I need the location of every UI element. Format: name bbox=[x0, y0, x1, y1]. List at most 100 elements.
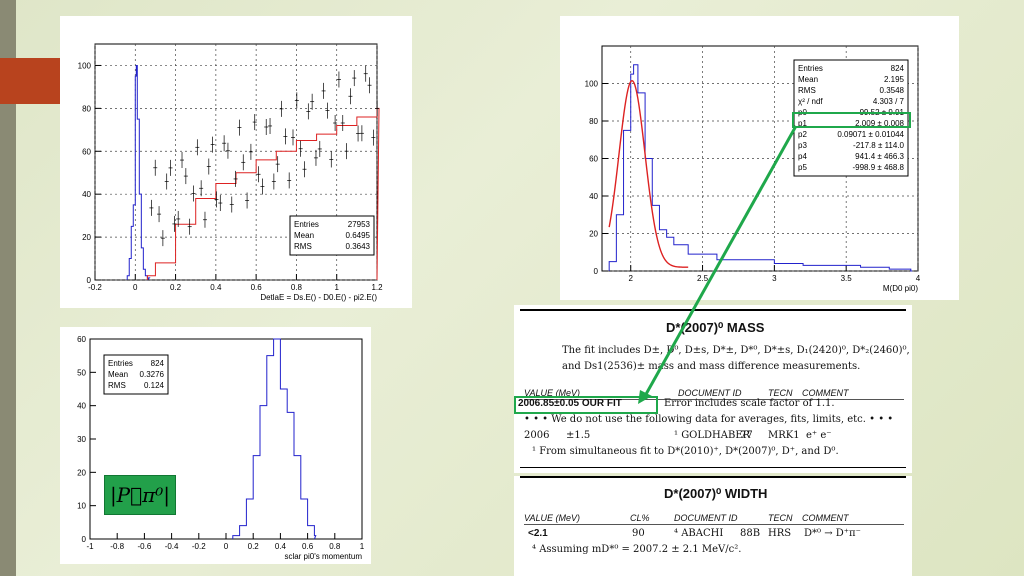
stats-value: 2.195 bbox=[884, 75, 905, 84]
fit-value-highlight bbox=[514, 396, 658, 414]
stats-key: p4 bbox=[798, 152, 807, 161]
plot3-panel: -1 -0.8 -0.6 -0.4 -0.2 0 0.2 0.4 0.6 0.8 1 0 10 20 30 4… bbox=[60, 327, 371, 564]
stats-value: 27953 bbox=[348, 220, 371, 229]
width-col-tecn: TECN bbox=[768, 513, 793, 523]
stats-key: χ² / ndf bbox=[798, 97, 823, 106]
y-tick-label: 20 bbox=[589, 230, 598, 239]
x-tick-label: 0.6 bbox=[251, 283, 263, 292]
width-row-value: <2.1 bbox=[528, 528, 548, 539]
x-tick-label: 0.6 bbox=[302, 542, 314, 551]
x-tick-label: -0.2 bbox=[192, 542, 206, 551]
stats-value: 0.3643 bbox=[346, 242, 371, 251]
left-red-tab bbox=[0, 58, 62, 104]
x-tick-label: -0.8 bbox=[110, 542, 124, 551]
x-tick-label: 0.2 bbox=[248, 542, 260, 551]
x-tick-label: 0.2 bbox=[170, 283, 182, 292]
y-tick-label: 100 bbox=[78, 61, 92, 70]
x-tick-label: 4 bbox=[916, 274, 921, 283]
x-tick-label: 1.2 bbox=[371, 283, 383, 292]
width-col-doc: DOCUMENT ID bbox=[674, 513, 738, 523]
y-tick-label: 100 bbox=[585, 80, 599, 89]
stats-key: RMS bbox=[108, 381, 126, 390]
x-tick-label: -0.2 bbox=[88, 283, 102, 292]
x-tick-label: 0.8 bbox=[291, 283, 303, 292]
mass-title: D*(2007)⁰ MASS bbox=[666, 320, 765, 335]
red-histogram bbox=[146, 107, 380, 281]
stats-key: RMS bbox=[798, 86, 816, 95]
stats-value: 0.6495 bbox=[346, 231, 371, 240]
stats-value: 4.303 / 7 bbox=[873, 97, 905, 106]
mass-footnote: ¹ From simultaneous fit to D*(2010)⁺, D*… bbox=[532, 446, 839, 457]
x-tick-label: 1 bbox=[334, 283, 339, 292]
y-tick-label: 60 bbox=[77, 335, 86, 344]
stats-value: 0.124 bbox=[144, 381, 165, 390]
x-tick-label: 3 bbox=[772, 274, 777, 283]
stats-value: -998.9 ± 468.8 bbox=[852, 163, 904, 172]
mass-row-comment: e⁺ e⁻ bbox=[806, 430, 832, 441]
mass-row-err: ±1.5 bbox=[566, 430, 591, 441]
width-col-comment: COMMENT bbox=[802, 513, 849, 523]
plot2-panel: 2 2.5 3 3.5 4 0 20 40 60 80 100 M(D0 pi0) Entries 824… bbox=[560, 16, 959, 300]
width-col-cl: CL% bbox=[630, 513, 650, 523]
mass-col-value: VALUE (MeV) bbox=[524, 388, 581, 398]
x-tick-label: 3.5 bbox=[841, 274, 853, 283]
p1-highlight bbox=[792, 112, 911, 128]
width-footnote: ⁴ Assuming mD*⁰ = 2007.2 ± 2.1 MeV/c². bbox=[532, 544, 742, 555]
x-tick-label: 1 bbox=[360, 542, 365, 551]
x-tick-label: -0.6 bbox=[138, 542, 152, 551]
y-tick-label: 10 bbox=[77, 502, 86, 511]
stats-value: 941.4 ± 466.3 bbox=[855, 152, 904, 161]
width-row-cl: 90 bbox=[632, 528, 645, 539]
stats-value: 824 bbox=[891, 64, 905, 73]
stats-key: Mean bbox=[294, 231, 314, 240]
width-row-doc: ⁴ ABACHI bbox=[674, 528, 724, 539]
plot1-chart: -0.2 0 0.2 0.4 0.6 0.8 1 1.2020406080100DetlaE … bbox=[78, 43, 383, 302]
y-tick-label: 60 bbox=[589, 155, 598, 164]
stats-value: 824 bbox=[151, 359, 165, 368]
stats-key: RMS bbox=[294, 242, 312, 251]
y-tick-label: 20 bbox=[77, 468, 86, 477]
plot1-panel: -0.2 0 0.2 0.4 0.6 0.8 1 1.2 0 20 40 60 80 100 DetlaE … bbox=[60, 16, 412, 308]
stats-key: p3 bbox=[798, 141, 807, 150]
stats-key: Entries bbox=[798, 64, 823, 73]
plot1-stats-box bbox=[289, 215, 375, 256]
x-tick-label: -0.4 bbox=[165, 542, 179, 551]
blue-histogram bbox=[232, 338, 317, 540]
y-tick-label: 40 bbox=[77, 402, 86, 411]
blue-histogram bbox=[608, 64, 913, 272]
x-axis-label: M(D0 pi0) bbox=[883, 284, 918, 293]
stats-key: Entries bbox=[108, 359, 133, 368]
plot2-stats-box bbox=[793, 59, 909, 177]
y-tick-label: 0 bbox=[594, 267, 599, 276]
mass-row-tecn: MRK1 bbox=[768, 430, 800, 441]
y-tick-label: 80 bbox=[82, 104, 91, 113]
stats-key: Entries bbox=[294, 220, 319, 229]
pdg-mass-section: D*(2007)⁰ MASS The fit includes D±, D⁰, … bbox=[514, 305, 912, 473]
momentum-badge: |P⃗π⁰| bbox=[104, 475, 176, 515]
stats-value: 0.3548 bbox=[880, 86, 905, 95]
y-tick-label: 0 bbox=[82, 535, 87, 544]
mass-fit-note: Error includes scale factor of 1.1. bbox=[664, 398, 835, 409]
stats-key: p1 bbox=[798, 119, 807, 128]
x-tick-label: 0 bbox=[224, 542, 229, 551]
mass-line1: The fit includes D±, D⁰, D±s, D*±, D*⁰, … bbox=[562, 345, 910, 356]
x-tick-label: 2 bbox=[629, 274, 634, 283]
mass-row-year: 77 bbox=[740, 430, 753, 441]
width-col-value: VALUE (MeV) bbox=[524, 513, 581, 523]
y-tick-label: 50 bbox=[77, 368, 86, 377]
stats-key: Mean bbox=[108, 370, 128, 379]
y-tick-label: 0 bbox=[87, 276, 92, 285]
mass-col-tecn: TECN bbox=[768, 388, 793, 398]
plot3-stats-box bbox=[103, 354, 169, 395]
mass-nouse: • • • We do not use the following data f… bbox=[524, 414, 894, 425]
y-tick-label: 80 bbox=[589, 117, 598, 126]
pdg-width-section: D*(2007)⁰ WIDTH VALUE (MeV) CL% DOCUMENT… bbox=[514, 476, 912, 576]
x-tick-label: 0.4 bbox=[275, 542, 287, 551]
fit-curve bbox=[608, 79, 689, 268]
x-tick-label: 0 bbox=[133, 283, 138, 292]
x-tick-label: 0.4 bbox=[210, 283, 222, 292]
x-tick-label: -1 bbox=[86, 542, 94, 551]
mass-line2: and Ds1(2536)± mass and mass difference … bbox=[562, 361, 861, 372]
